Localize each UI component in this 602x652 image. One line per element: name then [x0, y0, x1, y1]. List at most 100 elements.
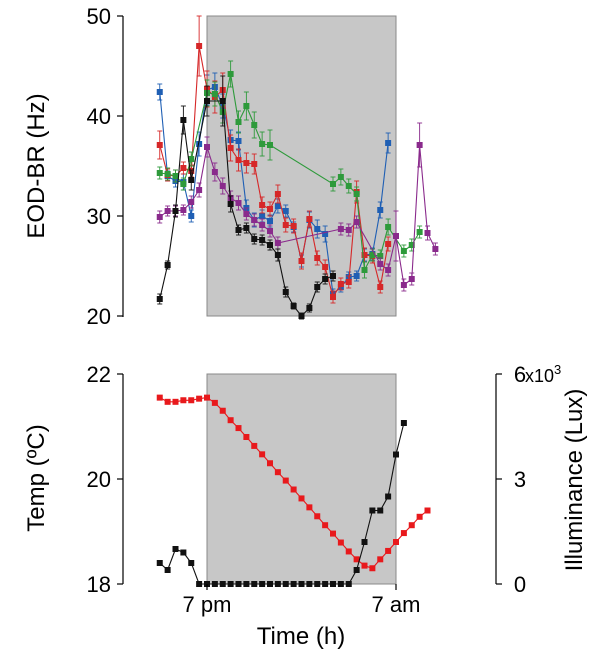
data-point [211, 169, 218, 175]
bottom-panel: 18 20 22 0 3 6 7 pm 7 am x103 Temp (ºC) Illum… [23, 362, 588, 650]
data-point [400, 530, 407, 537]
data-point [243, 211, 250, 217]
data-point [180, 397, 187, 404]
data-point [290, 581, 297, 587]
top-y-tick-label: 20 [87, 304, 111, 329]
data-point [330, 530, 336, 537]
data-point [322, 264, 329, 270]
data-point [180, 549, 187, 556]
data-point [353, 219, 360, 225]
data-point [267, 460, 273, 467]
eod-series-3 [156, 122, 439, 292]
data-point [188, 199, 195, 205]
data-point [259, 213, 266, 219]
data-point [196, 187, 203, 193]
data-point [235, 157, 242, 163]
illuminance-tick-label: 3 [514, 467, 526, 492]
data-point [204, 144, 210, 150]
bottom-left-y-ticks: 18 20 22 [87, 362, 123, 597]
data-point [298, 258, 305, 264]
data-point [259, 237, 266, 243]
data-point [204, 394, 210, 401]
data-point [369, 252, 376, 258]
data-point [227, 417, 234, 424]
data-point [385, 493, 392, 500]
data-point [314, 513, 321, 520]
bottom-series-group [156, 394, 431, 587]
data-point [306, 216, 313, 222]
data-point [377, 207, 384, 213]
data-point [322, 581, 329, 587]
data-point [282, 581, 289, 587]
data-point [408, 522, 415, 529]
data-point [172, 208, 179, 214]
data-point [156, 170, 163, 176]
data-point [322, 522, 329, 529]
temp-tick-label: 18 [87, 572, 111, 597]
data-point [361, 562, 368, 569]
data-point [235, 425, 242, 432]
data-point [337, 281, 344, 287]
data-point [211, 581, 218, 587]
data-point [251, 122, 258, 128]
data-point [314, 255, 321, 261]
data-point [235, 200, 242, 206]
data-point [337, 174, 344, 180]
data-point [172, 398, 179, 405]
data-point [156, 142, 163, 148]
data-point [156, 214, 163, 220]
data-point [243, 225, 250, 231]
data-point [432, 246, 439, 252]
data-point [306, 504, 313, 511]
data-point [274, 469, 281, 476]
data-point [337, 539, 344, 546]
data-point [385, 224, 392, 230]
data-point [330, 181, 336, 187]
data-point [345, 548, 352, 555]
data-point [180, 117, 187, 123]
data-point [188, 213, 195, 219]
data-point [408, 276, 415, 282]
data-point [361, 267, 368, 273]
data-point [337, 226, 344, 232]
data-point [330, 273, 336, 279]
data-point [353, 567, 360, 573]
data-point [164, 262, 171, 268]
top-y-tick-label: 30 [87, 204, 111, 229]
top-panel: 20 30 40 50 EOD-BR (Hz) [23, 4, 439, 329]
illuminance-tick-label: 6 [514, 362, 526, 387]
data-point [274, 252, 281, 258]
temp-tick-label: 22 [87, 362, 111, 387]
top-y-ticks: 20 30 40 50 [87, 4, 123, 329]
x-tick-label: 7 am [372, 592, 421, 617]
illuminance-axis-label: Illuminance (Lux) [561, 389, 588, 572]
data-point [345, 183, 352, 189]
x-axis-label: Time (h) [257, 623, 345, 650]
data-point [330, 581, 336, 587]
series-line [159, 45, 389, 299]
data-point [251, 161, 258, 167]
data-point [377, 253, 384, 259]
data-point [361, 252, 368, 258]
data-point [251, 581, 258, 587]
data-point [330, 294, 336, 300]
data-point [290, 303, 297, 309]
data-point [243, 103, 250, 109]
data-point [251, 442, 258, 449]
data-point [180, 165, 187, 171]
data-point [156, 560, 163, 566]
data-point [267, 242, 273, 248]
data-point [267, 206, 273, 212]
data-point [385, 241, 392, 247]
data-point [274, 191, 281, 197]
data-point [322, 276, 329, 282]
data-point [188, 156, 195, 162]
data-point [211, 91, 218, 97]
data-point [156, 89, 163, 95]
data-point [353, 273, 360, 279]
data-point [267, 228, 273, 234]
data-point [377, 507, 384, 514]
data-point [408, 242, 415, 248]
data-point [188, 560, 195, 566]
data-point [219, 581, 226, 587]
